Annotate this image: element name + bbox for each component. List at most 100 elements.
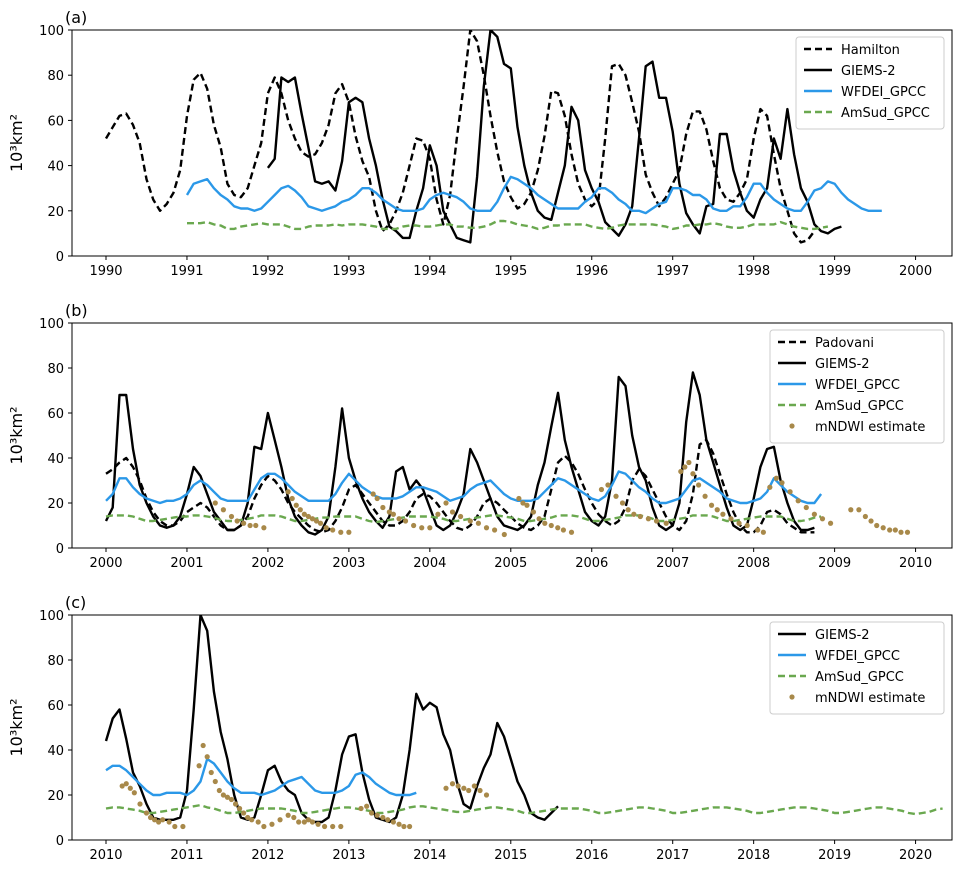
panel-2-series-mndwi-estimate-point (253, 522, 259, 529)
panel-2-series-mndwi-estimate-point (411, 522, 417, 529)
panel-2-series-mndwi-estimate-point (467, 518, 473, 524)
panel-1-ytick-label: 40 (47, 160, 64, 175)
panel-2-ylabel: 10³km² (7, 406, 26, 464)
panel-3-ytick-label: 0 (56, 834, 64, 849)
panel-3-series-mndwi-estimate-point (321, 823, 328, 830)
panel-3-ytick-label: 60 (47, 699, 64, 714)
panel-2-series-mndwi-estimate-point (827, 520, 834, 526)
panel-2-series-mndwi-estimate-point (317, 520, 324, 526)
panel-2-series-mndwi-estimate-point (247, 522, 253, 529)
panel-2-series-mndwi-estimate-point (435, 511, 441, 517)
panel-2-series-mndwi-estimate-point (536, 516, 542, 522)
panel-3-series-mndwi-estimate-point (151, 817, 158, 823)
panel-2-series-mndwi-estimate-point (370, 491, 376, 497)
panel-3-series-mndwi-estimate-point (364, 803, 370, 809)
panel-3-series-mndwi-estimate-point (396, 821, 402, 827)
panel-3-series-amsud-gpcc (105, 803, 943, 816)
panel-3-series-mndwi-estimate-point (301, 819, 307, 825)
panel-3-series-mndwi-estimate-point (483, 792, 490, 798)
panel-3-frame (71, 614, 953, 841)
panel-2-series-amsud-gpcc (105, 514, 822, 524)
panel-1-xtick-label: 1996 (575, 264, 608, 279)
panel-3-series-mndwi-estimate-point (285, 812, 291, 818)
panel-2-ytick-label: 0 (56, 542, 64, 557)
panel-1-ytick-label: 0 (56, 250, 64, 265)
panel-2-series-mndwi-estimate-point (702, 493, 708, 499)
panel-3-series-mndwi-estimate-point (200, 742, 206, 749)
panel-3-label: (c) (65, 593, 86, 612)
panel-3-series-mndwi-estimate-point (443, 785, 449, 791)
panel-3-ylabel: 10³km² (7, 698, 26, 756)
panel-1-xtick-label: 1995 (494, 264, 527, 279)
panel-3-series-mndwi-estimate-point (123, 781, 129, 787)
panel-3-series-mndwi-estimate-point (156, 819, 162, 825)
panel-2-xtick-label: 2003 (332, 556, 365, 571)
panel-3-series-mndwi-estimate-point (180, 823, 186, 830)
panel-2-series-mndwi-estimate-point (653, 518, 660, 524)
panel-2-series-mndwi-estimate-point (241, 520, 247, 526)
panel-1-legend-box (795, 36, 945, 130)
panel-2-series-mndwi-estimate-point (443, 500, 449, 506)
panel-3-series-mndwi-estimate-point (380, 814, 386, 821)
panel-1-ytick-label: 60 (47, 114, 64, 129)
panel-2-series-mndwi-estimate-point (220, 507, 226, 513)
panel-3-legend-amsud-gpcc-label: AmSud_GPCC (815, 670, 904, 685)
panel-3-xtick-label: 2012 (251, 848, 284, 863)
panel-2-xtick-label: 2006 (575, 556, 608, 571)
panel-2-legend: Padovani GIEMS-2 WFDEI_GPCC AmSud_GPCC mNDWI… (769, 329, 945, 444)
panel-3-xtick-label: 2018 (737, 848, 770, 863)
panel-2-series-mndwi-estimate-point (736, 520, 742, 526)
panel-3-xtick-label: 2014 (413, 848, 446, 863)
panel-2-series-mndwi-estimate-point (338, 529, 344, 535)
panel-2-series-mndwi-estimate-point (708, 502, 715, 508)
panel-3-xtick-label: 2013 (332, 848, 365, 863)
panel-2-series-mndwi-estimate-point (516, 495, 522, 502)
panel-2-series-mndwi-estimate-point (457, 513, 464, 520)
panel-2-series-mndwi-estimate-point (346, 529, 352, 535)
panel-2-series-mndwi-estimate-point (374, 495, 380, 502)
panel-1-xtick-label: 1993 (332, 264, 365, 279)
panel-2-plot-area (104, 371, 911, 538)
panel-3-series-giems-2 (104, 615, 559, 824)
panel-2-series-mndwi-estimate-point (892, 527, 898, 533)
panel-3-series-mndwi-estimate-point (330, 823, 336, 830)
panel-2-series-mndwi-estimate-point (619, 500, 626, 506)
panel-3-series-mndwi-estimate-point (269, 821, 275, 827)
panel-3-series-mndwi-estimate-point (208, 769, 214, 776)
panel-2-series-mndwi-estimate-point (323, 525, 329, 531)
panel-3-series-mndwi-estimate-point (461, 785, 467, 791)
panel-2-series-mndwi-estimate-point (449, 509, 456, 515)
panel-3-series-mndwi-estimate-point (147, 814, 154, 821)
panel-2-legend-amsud-gpcc-label: AmSud_GPCC (815, 399, 904, 414)
panel-2-series-mndwi-estimate-point (501, 531, 507, 538)
panel-1-ytick-label: 100 (39, 24, 64, 39)
panel-2-legend-mndwi-estimate-marker (789, 423, 795, 429)
panel-2-series-mndwi-estimate-point (819, 516, 826, 522)
panel-2-series-mndwi-estimate-point (330, 527, 336, 533)
panel-3-series-mndwi-estimate-point (127, 785, 133, 791)
panel-2-series-mndwi-estimate-point (598, 486, 605, 493)
panel-3-series-mndwi-estimate-point (220, 792, 226, 798)
panel-3-series-mndwi-estimate-point (137, 801, 143, 807)
panel-1-ylabel: 10³km² (7, 114, 26, 172)
panel-1-frame (71, 29, 953, 257)
panel-3-series-mndwi-estimate-point (216, 787, 222, 794)
panel-2-label: (b) (65, 301, 88, 320)
panel-2-series-mndwi-estimate-point (678, 468, 684, 475)
panel-3-legend-mndwi-estimate-marker (789, 694, 795, 700)
panel-2-ytick-label: 60 (47, 407, 64, 422)
panel-2-series-mndwi-estimate-point (293, 502, 299, 508)
panel-2-ytick-label: 100 (39, 317, 64, 332)
panel-2-series-mndwi-estimate-point (212, 500, 218, 506)
panel-2-xtick-label: 2002 (251, 556, 284, 571)
panel-2-series-mndwi-estimate-point (625, 507, 631, 513)
panel-1-xtick-label: 1998 (737, 264, 770, 279)
panel-1-ytick-label: 80 (47, 69, 64, 84)
panel-2-series-mndwi-estimate-point (520, 500, 526, 506)
panel-3-plot-area (104, 615, 943, 830)
panel-1-xtick-label: 1990 (89, 264, 122, 279)
panel-3-ytick-label: 100 (39, 609, 64, 624)
panel-1-plot-area (104, 30, 882, 244)
panel-2-series-mndwi-estimate-point (427, 525, 433, 531)
panel-3-xtick-label: 2019 (818, 848, 851, 863)
